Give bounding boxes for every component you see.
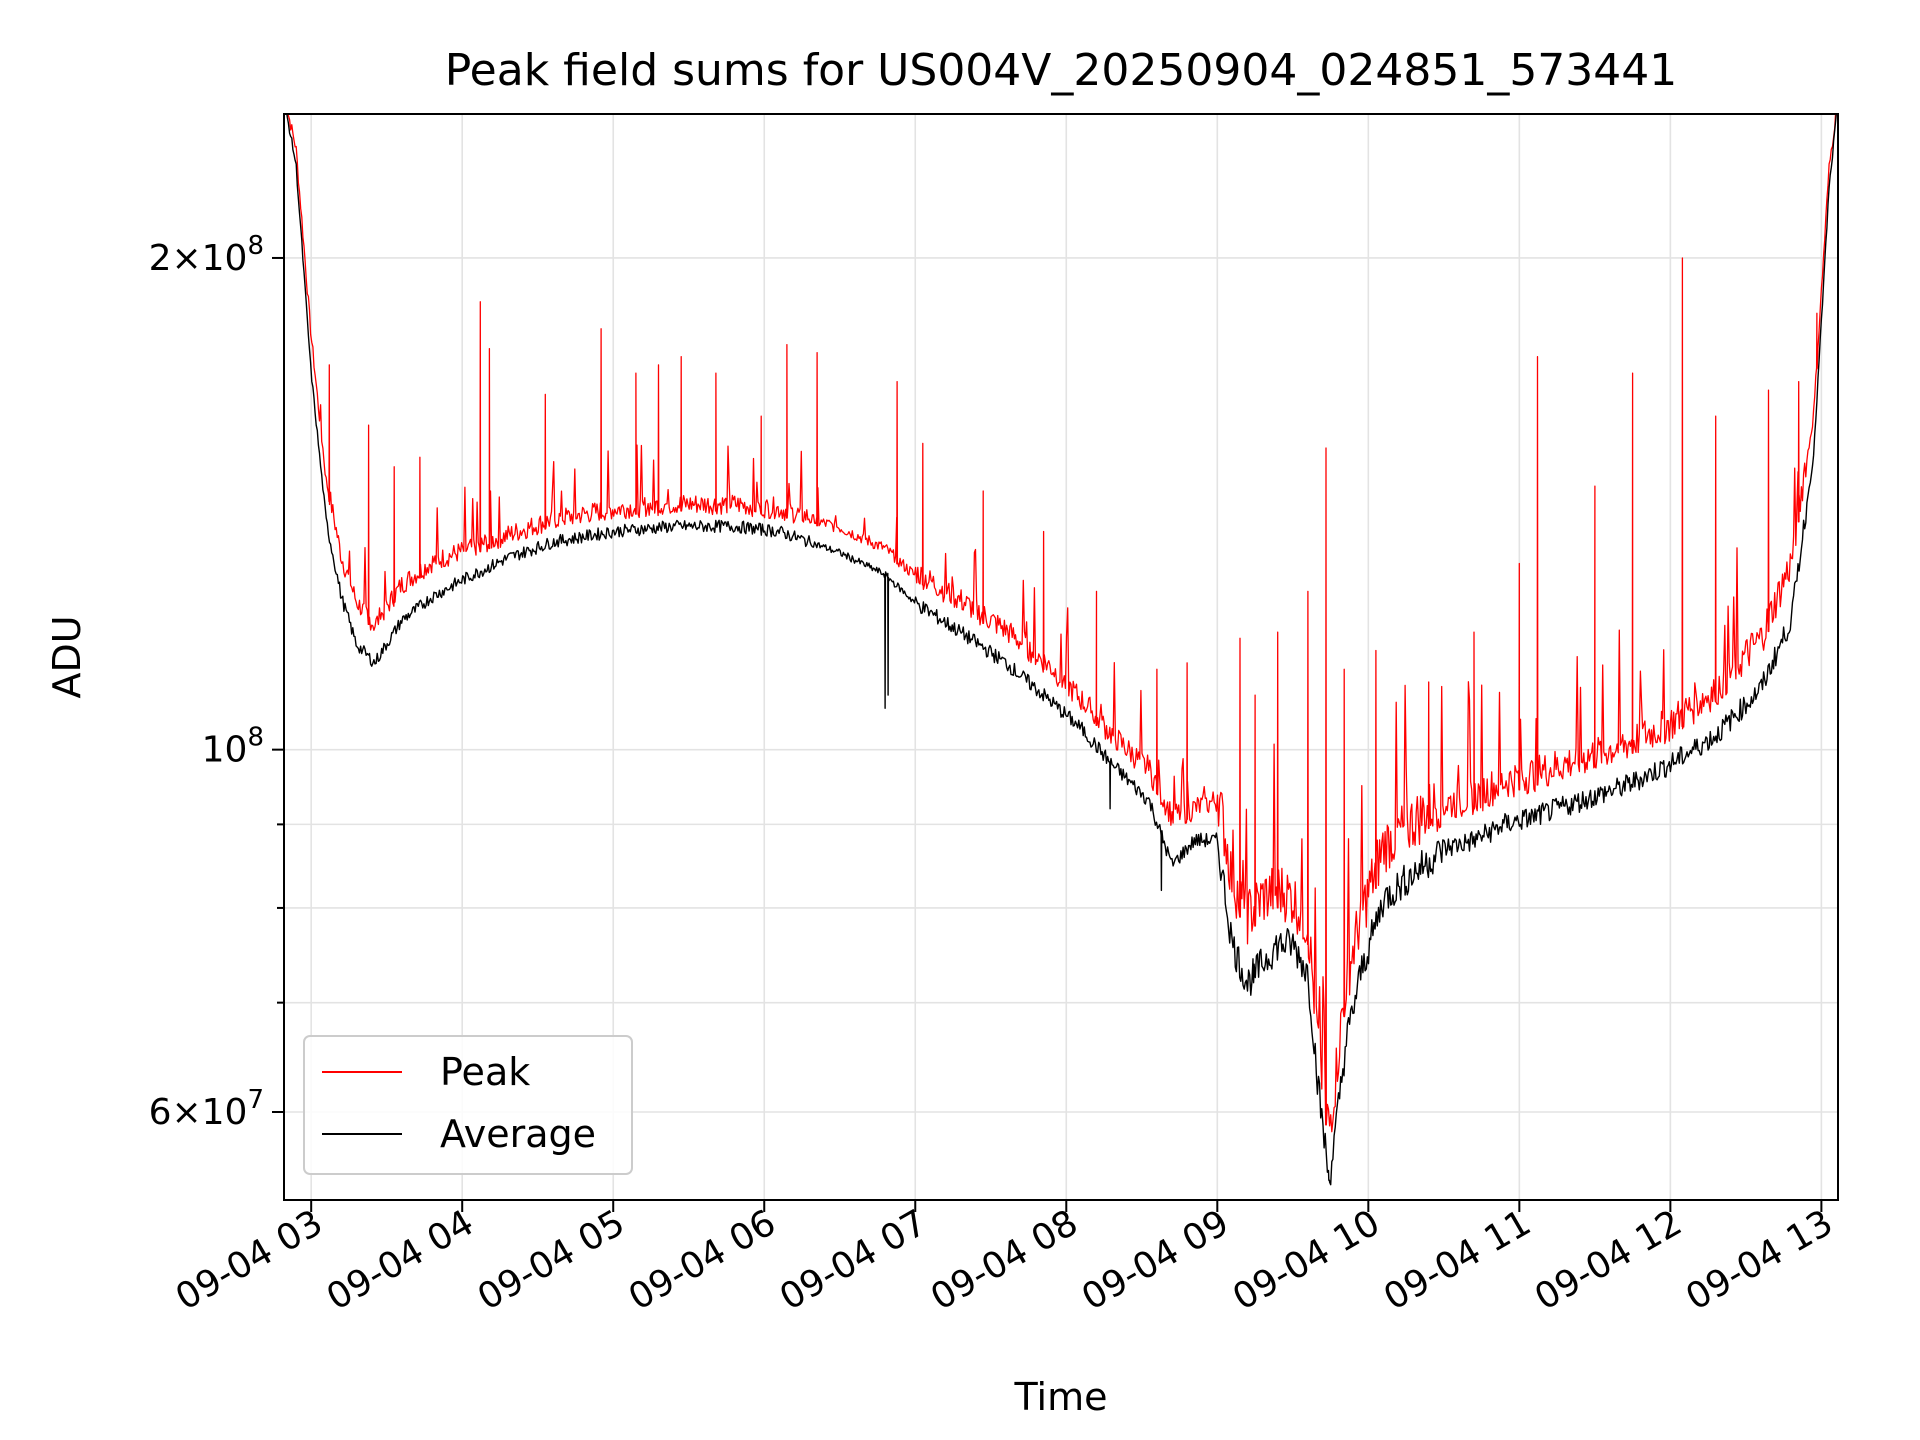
x-tick-label: 09-04 12: [1528, 1202, 1689, 1318]
legend-box: [303, 1035, 633, 1175]
y-axis-label: ADU: [45, 615, 89, 698]
x-axis-label: Time: [1014, 1375, 1108, 1419]
y-tick-label: 2×108: [149, 231, 264, 279]
x-tick-label: 09-04 11: [1377, 1202, 1538, 1318]
y-tick-label: 108: [202, 723, 264, 771]
x-tick-label: 09-04 07: [773, 1202, 934, 1318]
y-axis-ticks: 6×107 108 2×108: [149, 231, 284, 1133]
series-line-average: [286, 114, 1837, 1186]
plot-frame: [283, 113, 1839, 1201]
x-tick-label: 09-04 13: [1679, 1202, 1840, 1318]
x-tick-label: 09-04 10: [1226, 1202, 1387, 1318]
x-tick-label: 09-04 05: [471, 1202, 632, 1318]
legend-label-average: Average: [440, 1112, 596, 1156]
x-tick-label: 09-04 03: [169, 1202, 330, 1318]
chart-title: Peak field sums for US004V_20250904_0248…: [445, 45, 1678, 96]
series-layer: [286, 114, 1837, 1186]
legend: Peak Average: [303, 1035, 633, 1175]
x-tick-label: 09-04 04: [320, 1202, 481, 1318]
x-tick-label: 09-04 09: [1075, 1202, 1236, 1318]
x-tick-label: 09-04 08: [924, 1202, 1085, 1318]
legend-label-peak: Peak: [440, 1050, 530, 1094]
y-tick-label: 6×107: [149, 1085, 264, 1133]
x-tick-label: 09-04 06: [622, 1202, 783, 1318]
series-line-peak: [286, 114, 1837, 1133]
